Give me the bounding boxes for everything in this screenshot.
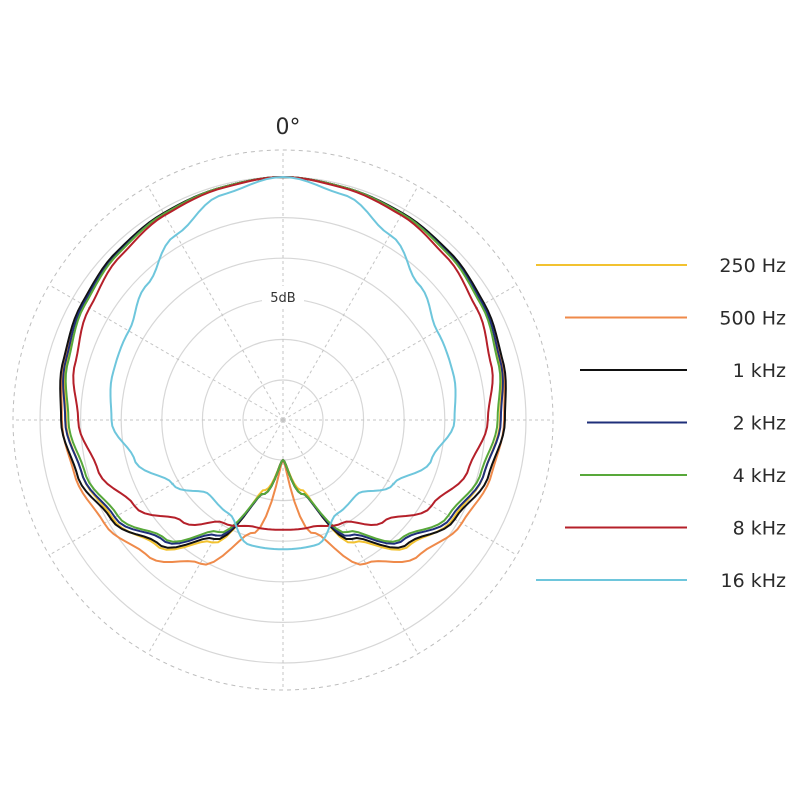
grid-spoke [147, 185, 284, 421]
grid-spoke [48, 419, 284, 556]
grid-spoke [282, 419, 518, 556]
grid-spoke [282, 419, 419, 655]
angle-label-0deg: 0° [276, 115, 301, 140]
grid-ring [80, 217, 486, 623]
polar-curves [59, 176, 507, 566]
legend: 250 Hz 500 Hz 1 kHz 2 kHz 4 kHz 8 kHz 16 kHz [536, 255, 786, 592]
legend-label-1-khz: 1 kHz [733, 360, 786, 382]
grid-ring [120, 257, 446, 583]
legend-label-2-khz: 2 kHz [733, 413, 786, 435]
legend-label-8-khz: 8 kHz [733, 518, 786, 540]
series-curve-4-khz [64, 176, 502, 543]
legend-label-4-khz: 4 kHz [733, 465, 786, 487]
grid-spoke [147, 419, 284, 655]
series-curve-8-khz [72, 176, 494, 531]
grid-spoke [282, 284, 518, 421]
ring-label-background [262, 286, 304, 306]
grid-spoke [48, 284, 284, 421]
grid-ring-outer [12, 149, 554, 691]
grid-spoke [282, 185, 419, 421]
ring-label-5db: 5dB [270, 291, 295, 306]
polar-grid [12, 149, 554, 691]
legend-label-250-hz: 250 Hz [719, 255, 786, 277]
legend-label-500-hz: 500 Hz [719, 308, 786, 330]
legend-label-16-khz: 16 kHz [721, 570, 787, 592]
series-curve-16-khz [109, 176, 457, 551]
